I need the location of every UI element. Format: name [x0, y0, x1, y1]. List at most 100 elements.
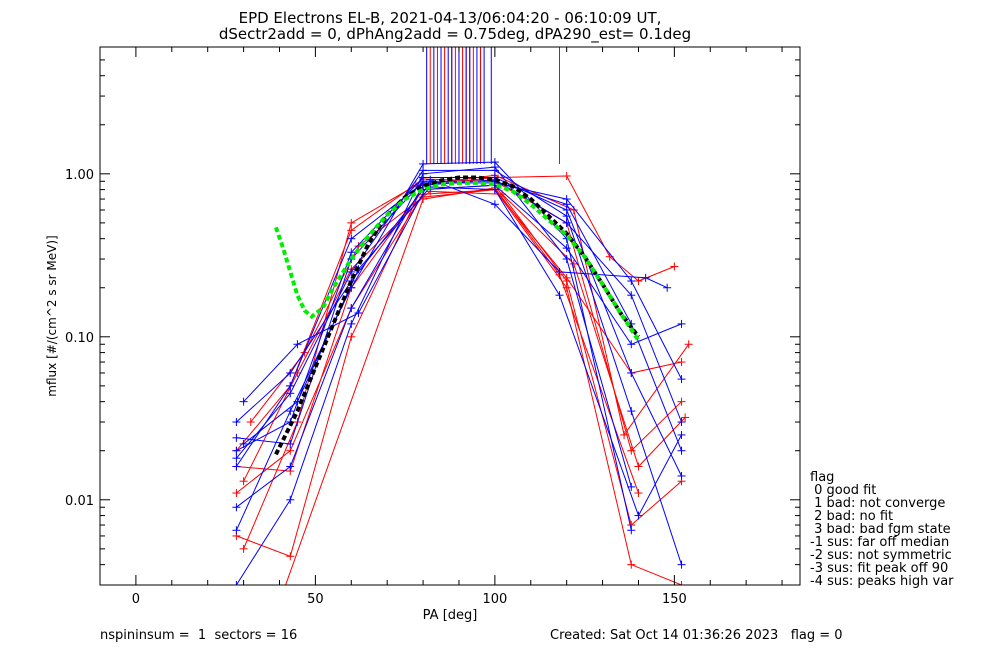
blue-profile-point: [490, 185, 499, 194]
blue-profile-point: [354, 308, 363, 317]
red-profile-point: [677, 581, 686, 585]
legend-title: flag: [810, 470, 834, 485]
blue-profile-point: [562, 255, 571, 264]
red-profile-point: [684, 340, 693, 349]
blue-profile-point: [286, 407, 295, 416]
chart-subtitle: dSectr2add = 0, dPhAng2add = 0.75deg, dP…: [219, 25, 691, 44]
blue-profile-point: [562, 244, 571, 253]
x-tick-label: 150: [662, 592, 687, 607]
red-profile-point: [670, 262, 679, 271]
y-tick-label: 0.10: [65, 331, 94, 346]
blue-profile-point: [286, 368, 295, 377]
blue-profile-point: [232, 454, 241, 463]
red-profile-point: [286, 552, 295, 561]
red-profile-point: [677, 358, 686, 367]
legend-item: 2 bad: no fit: [810, 509, 893, 524]
blue-profile-point: [677, 418, 686, 427]
red-profile-point: [620, 430, 629, 439]
blue-profile-point: [641, 273, 650, 282]
blue-profile-point: [419, 178, 428, 187]
blue-profile-point: [232, 433, 241, 442]
red-profile-point: [634, 462, 643, 471]
y-axis-label: mflux [#/(cm^2 s sr MeV)]: [45, 235, 59, 396]
blue-profile-point: [286, 439, 295, 448]
red-profile-line: [236, 178, 682, 452]
red-profile-point: [677, 397, 686, 406]
red-profile-line: [236, 189, 682, 585]
red-profile-point: [347, 226, 356, 235]
blue-profile-line: [236, 179, 682, 508]
red-profile-point: [681, 413, 690, 422]
blue-profile-point: [347, 248, 356, 257]
green-fit-curve: [274, 180, 641, 342]
blue-profile-point: [232, 418, 241, 427]
red-profile-point: [239, 544, 248, 553]
blue-profile-point: [677, 319, 686, 328]
blue-profile-point: [555, 267, 564, 276]
legend-item: 1 bad: not converge: [810, 496, 945, 511]
red-profile-point: [627, 560, 636, 569]
legend-item: -3 sus: fit peak off 90: [810, 561, 948, 576]
blue-profile-point: [232, 462, 241, 471]
blue-profile-line: [243, 179, 668, 403]
blue-profile-point: [627, 340, 636, 349]
blue-profile-line: [236, 180, 682, 451]
y-tick-label: 1.00: [65, 168, 94, 183]
blue-profile-point: [426, 175, 435, 184]
y-tick-label: 0.01: [65, 494, 94, 509]
red-profile-point: [569, 259, 578, 268]
blue-profile-line: [235, 182, 682, 467]
blue-profile-point: [627, 368, 636, 377]
chart-title: EPD Electrons EL-B, 2021-04-13/06:04:20 …: [239, 9, 662, 27]
blue-profile-point: [347, 319, 356, 328]
blue-profile-point: [490, 166, 499, 175]
blue-profile-point: [347, 304, 356, 313]
blue-profile-point: [677, 446, 686, 455]
x-tick-label: 50: [307, 592, 324, 607]
red-profile-point: [286, 446, 295, 455]
red-profile-point: [634, 276, 643, 285]
blue-profile-point: [562, 195, 571, 204]
blue-profile-line: [243, 186, 682, 517]
blue-profile-point: [562, 218, 571, 227]
blue-profile-point: [239, 397, 248, 406]
blue-profile-point: [286, 462, 295, 471]
red-profile-line: [243, 189, 682, 482]
footer-left: nspininsum = 1 sectors = 16: [100, 628, 297, 643]
blue-profile-point: [677, 375, 686, 384]
blue-profile-point: [239, 439, 248, 448]
red-profile-point: [246, 418, 255, 427]
blue-profile-point: [286, 381, 295, 390]
blue-profile-point: [627, 291, 636, 300]
blue-profile-point: [634, 511, 643, 520]
red-profile-point: [562, 273, 571, 282]
red-profile-point: [569, 205, 578, 214]
x-tick-label: 100: [482, 592, 507, 607]
blue-profile-point: [232, 503, 241, 512]
legend-item: 3 bad: bad fgm state: [810, 522, 951, 537]
blue-profile-point: [347, 267, 356, 276]
blue-profile-point: [419, 166, 428, 175]
series-layer: [232, 47, 693, 585]
x-tick-label: 0: [132, 592, 140, 607]
blue-profile-point: [232, 446, 241, 455]
legend-item: -2 sus: not symmetric: [810, 548, 952, 563]
blue-profile-point: [677, 430, 686, 439]
flag-legend: flag 0 good fit 1 bad: not converge 2 ba…: [810, 470, 954, 589]
blue-profile-point: [555, 291, 564, 300]
blue-profile-point: [490, 200, 499, 209]
red-profile-line: [243, 174, 690, 549]
blue-profile-point: [232, 581, 241, 585]
blue-profile-point: [293, 340, 302, 349]
legend-item: -1 sus: far off median: [810, 535, 949, 550]
plot-frame: [99, 46, 801, 586]
blue-profile-point: [232, 526, 241, 535]
blue-profile-point: [627, 526, 636, 535]
blue-profile-point: [677, 471, 686, 480]
red-profile-point: [562, 171, 571, 180]
red-profile-point: [232, 489, 241, 498]
blue-profile-point: [627, 276, 636, 285]
red-profile-point: [634, 489, 643, 498]
blue-profile-line: [236, 169, 682, 565]
